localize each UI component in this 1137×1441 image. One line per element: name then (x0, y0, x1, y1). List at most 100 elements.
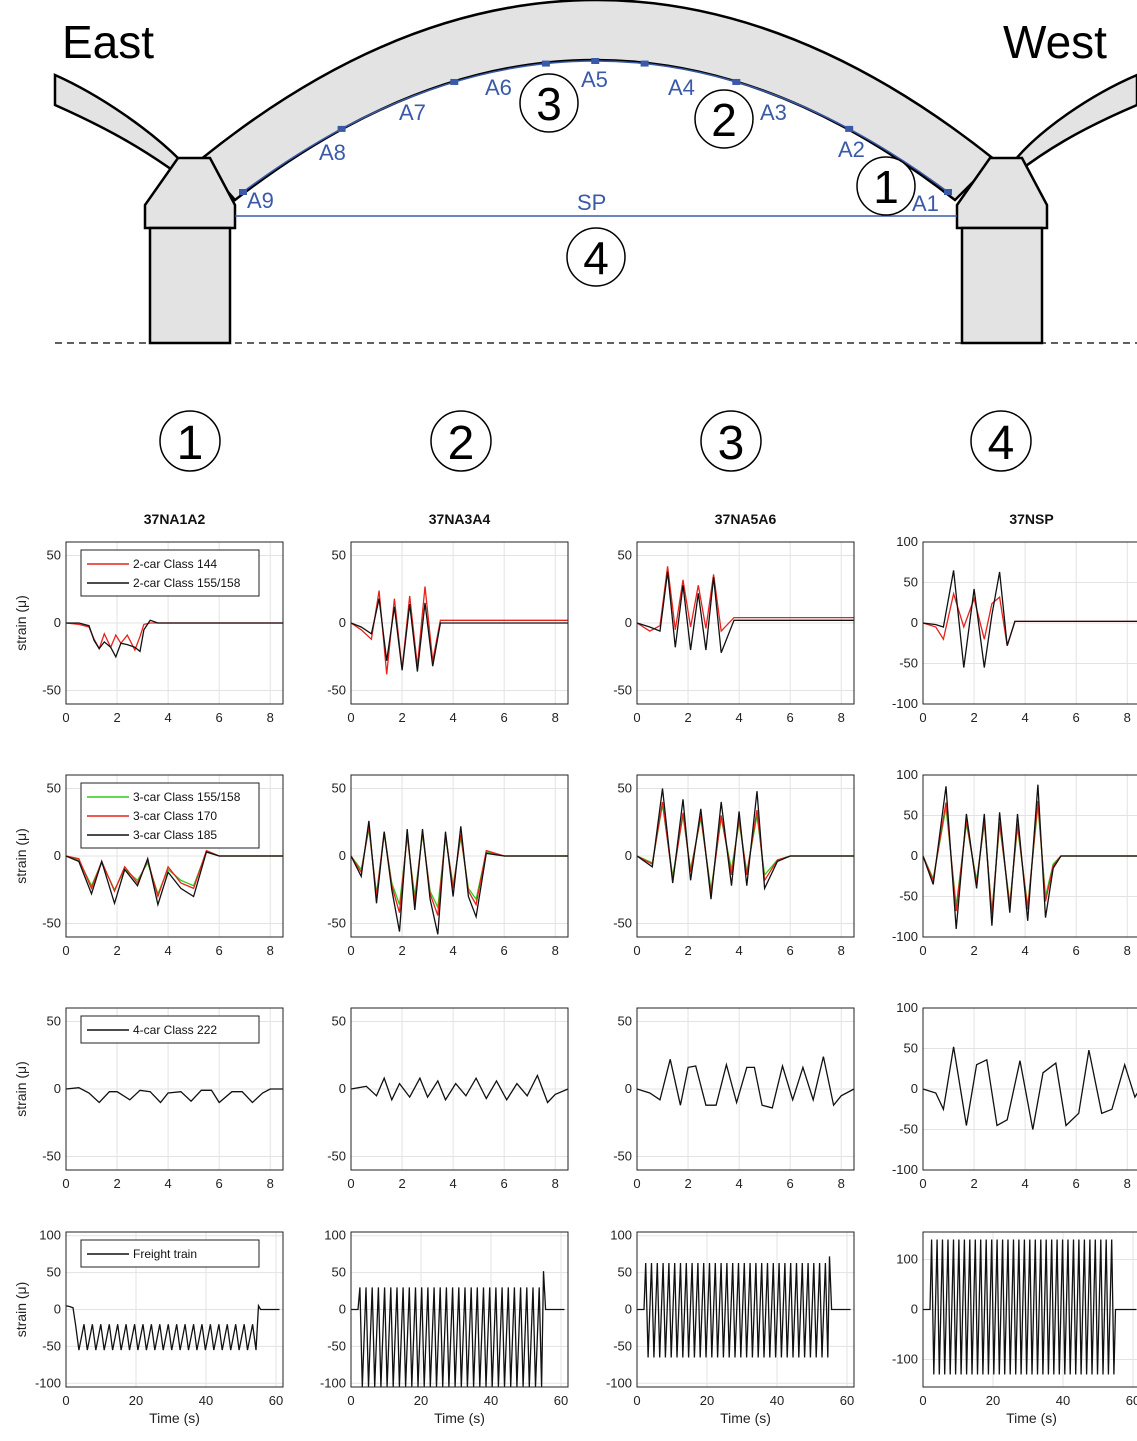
x-tick-label: 4 (1022, 943, 1029, 958)
column-marker-2: 2 (448, 417, 475, 470)
bridge-diagram: East West A1 A2 A3 A4 A5 A6 A7 A8 A9 SP … (53, 0, 1137, 345)
sensor-label-a5: A5 (581, 67, 608, 92)
series-line (65, 1087, 283, 1104)
y-tick-label: 0 (625, 1302, 632, 1317)
x-tick-label: 20 (414, 1393, 428, 1408)
series-line (923, 1239, 1137, 1375)
x-tick-label: 4 (1022, 1176, 1029, 1191)
x-tick-label: 8 (267, 1176, 274, 1191)
sensor-label-a3: A3 (760, 100, 787, 125)
y-tick-label: 100 (896, 1252, 918, 1267)
east-pier (148, 226, 232, 345)
x-tick-label: 60 (1126, 1393, 1137, 1408)
x-axis-label: Time (s) (149, 1410, 200, 1426)
x-tick-label: 2 (113, 710, 120, 725)
sensor-label-a7: A7 (399, 100, 426, 125)
x-tick-label: 40 (1056, 1393, 1070, 1408)
x-tick-label: 6 (787, 710, 794, 725)
sensor-mark-8 (845, 125, 854, 132)
zone-marker-circle-1 (856, 156, 916, 216)
y-tick-label: 100 (324, 1228, 346, 1243)
sensor-mark-7 (732, 78, 741, 85)
y-tick-label: 50 (47, 781, 61, 796)
legend-box (80, 549, 260, 597)
x-tick-label: 6 (1073, 710, 1080, 725)
plot-frame (350, 774, 569, 938)
east-pier-cap (143, 156, 237, 230)
chart-panel-14: 0 20 40 60 -100 -50 0 50 100 Time (s) (320, 1228, 569, 1426)
series-line (922, 784, 1137, 929)
sensor-mark-9 (944, 189, 952, 195)
x-tick-label: 6 (501, 1176, 508, 1191)
y-tick-label: -100 (892, 929, 918, 944)
x-tick-label: 0 (62, 943, 69, 958)
sensor-label-a8: A8 (319, 140, 346, 165)
x-tick-label: 6 (501, 943, 508, 958)
sensor-mark-4 (541, 60, 550, 67)
plot-frame (922, 541, 1137, 705)
y-tick-label: -100 (892, 1352, 918, 1367)
series-line (636, 1056, 855, 1109)
series-line (922, 591, 1137, 646)
y-tick-label: 50 (904, 575, 918, 590)
column-markers: 1 2 3 4 (159, 410, 1032, 472)
y-tick-label: 50 (332, 1265, 346, 1280)
west-label: West (1003, 16, 1107, 68)
zone-marker-3: 3 (536, 78, 562, 130)
x-tick-label: 0 (62, 710, 69, 725)
y-tick-label: 0 (339, 1081, 346, 1096)
y-tick-label: -50 (327, 1338, 346, 1353)
x-tick-label: 2 (970, 943, 977, 958)
x-tick-label: 0 (919, 1393, 926, 1408)
x-tick-label: 6 (1073, 943, 1080, 958)
chart-title: 37NSP (1009, 511, 1053, 527)
y-tick-label: 0 (54, 1081, 61, 1096)
chart-panel-15: 0 20 40 60 -100 -50 0 50 100 Time (s) (606, 1228, 855, 1426)
x-tick-label: 20 (986, 1393, 1000, 1408)
series-line (351, 1271, 565, 1388)
x-tick-label: 6 (216, 710, 223, 725)
x-tick-label: 2 (398, 1176, 405, 1191)
x-tick-label: 4 (450, 710, 457, 725)
y-tick-label: 50 (332, 1014, 346, 1029)
y-tick-label: -50 (42, 683, 61, 698)
sensor-mark-2 (337, 125, 346, 132)
y-tick-label: -50 (42, 1338, 61, 1353)
x-tick-label: 60 (840, 1393, 854, 1408)
zone-marker-circle-4 (566, 227, 626, 287)
legend: 3-car Class 155/158 3-car Class 170 3-car … (80, 782, 260, 849)
sensor-label-a1: A1 (912, 191, 939, 216)
y-tick-label: 0 (54, 1302, 61, 1317)
legend-label: 2-car Class 144 (133, 557, 217, 571)
plot-frame (922, 774, 1137, 938)
y-tick-label: -50 (899, 889, 918, 904)
zone-marker-circle-3 (519, 73, 579, 133)
x-axis-label: Time (s) (1006, 1410, 1057, 1426)
x-tick-label: 0 (347, 1176, 354, 1191)
y-tick-label: -100 (320, 1375, 346, 1390)
series-line (350, 820, 568, 935)
column-marker-circle-3 (700, 410, 762, 472)
x-tick-label: 4 (736, 1176, 743, 1191)
x-tick-label: 4 (1022, 710, 1029, 725)
y-tick-label: 0 (911, 1081, 918, 1096)
legend-label: 4-car Class 222 (133, 1023, 217, 1037)
x-tick-label: 6 (501, 710, 508, 725)
y-tick-label: 50 (47, 1265, 61, 1280)
west-pier (960, 226, 1044, 345)
plot-frame (350, 1231, 569, 1388)
x-tick-label: 40 (484, 1393, 498, 1408)
x-tick-label: 8 (267, 943, 274, 958)
x-tick-label: 2 (970, 710, 977, 725)
y-tick-label: 0 (54, 615, 61, 630)
series-line (636, 788, 854, 900)
series-line (637, 1256, 851, 1358)
x-tick-label: 60 (269, 1393, 283, 1408)
series-line (65, 622, 283, 652)
x-tick-label: 0 (919, 943, 926, 958)
